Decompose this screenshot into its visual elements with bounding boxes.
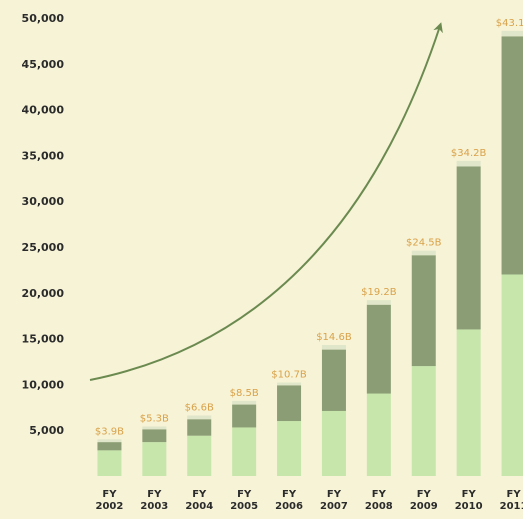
bar-segment	[142, 429, 167, 443]
data-label: $43.1B	[496, 18, 523, 29]
bar-segment	[321, 349, 346, 411]
bar-segment	[501, 274, 523, 476]
y-tick-label: 50,000	[22, 12, 65, 25]
y-tick-label: 35,000	[22, 149, 65, 162]
x-tick-label: FY 2004	[185, 489, 213, 512]
bar-segment	[97, 442, 122, 451]
data-label: $3.9B	[95, 426, 124, 437]
x-tick-label: FY 2007	[320, 489, 348, 512]
bar-segment	[187, 435, 212, 476]
data-label: $5.3B	[140, 414, 169, 425]
bar-segment	[456, 166, 481, 330]
growth-arrow	[89, 22, 443, 381]
bar-segment	[456, 329, 481, 476]
bar-segment	[97, 450, 122, 476]
x-tick-label: FY 2010	[455, 489, 483, 512]
bar-segment	[142, 442, 167, 476]
bar-segment	[232, 427, 257, 476]
x-tick-label: FY 2005	[230, 489, 258, 512]
y-tick-label: 20,000	[22, 287, 65, 300]
bar-segment	[277, 421, 302, 476]
data-label: $6.6B	[185, 403, 214, 414]
x-tick-label: FY2011	[500, 489, 523, 512]
x-axis: FY 2002 FY 2003 FY 2004 FY 2005 FY 2006 FY 2007 FY 20…	[96, 489, 523, 512]
bar-segment	[411, 255, 436, 367]
y-tick-label: 45,000	[22, 58, 65, 71]
data-label: $19.2B	[361, 287, 397, 298]
data-label: $8.5B	[230, 388, 259, 399]
bar-segment	[321, 410, 346, 476]
bar-segment	[411, 250, 436, 256]
bar-segment	[501, 30, 523, 37]
bar-segment	[411, 366, 436, 476]
x-tick-label: FY 2002	[96, 489, 124, 512]
x-tick-label: FY 2006	[275, 489, 303, 512]
data-label: $24.5B	[406, 238, 442, 249]
bar-segment	[277, 385, 302, 422]
bar-segment	[366, 304, 391, 394]
x-tick-label: FY 2003	[140, 489, 168, 512]
bar-segment	[187, 419, 212, 436]
bar-segment	[456, 160, 481, 167]
y-tick-label: 30,000	[22, 195, 65, 208]
y-tick-label: 25,000	[22, 241, 65, 254]
bar-segment	[366, 393, 391, 476]
y-tick-label: 5,000	[29, 424, 64, 437]
data-label: $34.2B	[451, 148, 487, 159]
bar-segment	[97, 439, 122, 443]
data-label: $14.6B	[316, 332, 352, 343]
bar-segment	[366, 300, 391, 305]
x-tick-label: FY 2009	[410, 489, 438, 512]
bar-segment	[187, 415, 212, 420]
data-labels: $3.9B $5.3B $6.6B $8.5B $10.7B $14.6B $19.2B $2…	[95, 18, 523, 438]
bar-segment	[321, 345, 346, 350]
bars	[97, 30, 523, 476]
bar-segment	[501, 36, 523, 275]
bar-segment	[232, 404, 257, 428]
y-tick-label: 40,000	[22, 104, 65, 117]
y-tick-label: 15,000	[22, 333, 65, 346]
bar-segment	[232, 400, 257, 405]
y-axis: 5,000 10,000 15,000 20,000 25,000 30,000 35,00…	[22, 12, 65, 437]
x-tick-label: FY 2008	[365, 489, 393, 512]
bar-segment	[142, 426, 167, 430]
bar-segment	[277, 382, 302, 386]
data-label: $10.7B	[271, 370, 307, 381]
y-tick-label: 10,000	[22, 378, 65, 391]
